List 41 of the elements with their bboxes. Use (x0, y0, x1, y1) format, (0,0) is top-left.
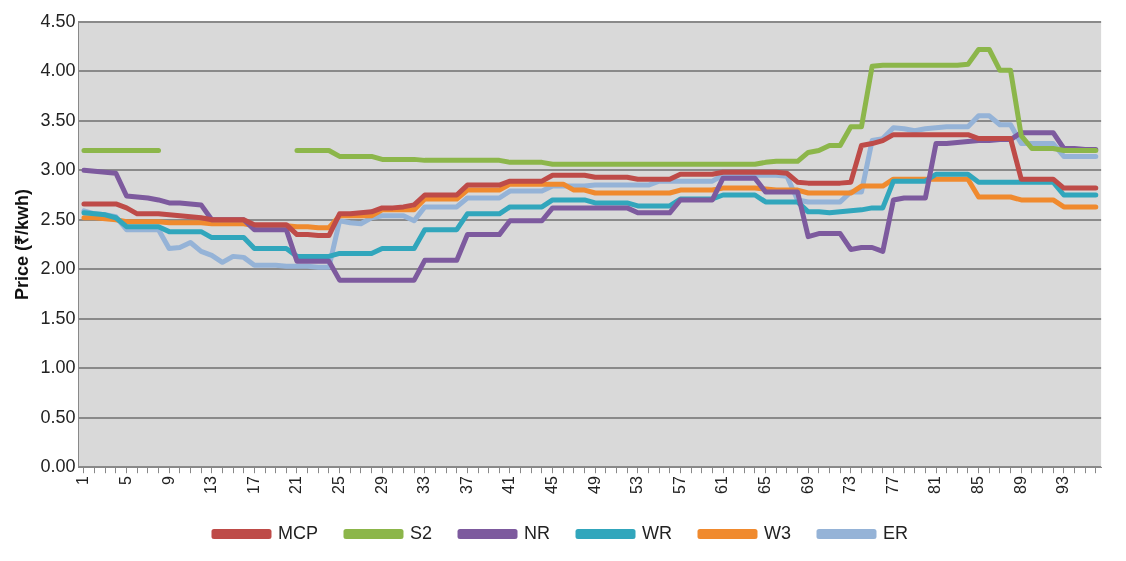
legend-label: NR (524, 522, 551, 543)
x-tick-label: 89 (1011, 476, 1029, 494)
y-tick-label: 2.50 (40, 208, 76, 229)
x-tick-label: 61 (713, 476, 731, 494)
x-tick-label: 57 (670, 476, 688, 494)
x-tick-label: 33 (415, 476, 433, 494)
legend-label: W3 (764, 522, 791, 543)
x-tick-label: 65 (756, 476, 774, 494)
x-tick-label: 17 (244, 476, 262, 494)
y-tick-label: 1.00 (40, 357, 76, 378)
x-tick-label: 25 (329, 476, 347, 494)
x-tick-label: 13 (202, 476, 220, 494)
legend-label: WR (642, 522, 673, 543)
y-tick-label: 4.50 (40, 10, 76, 31)
x-tick-label: 9 (159, 476, 177, 486)
y-tick-label: 4.00 (40, 60, 76, 81)
y-tick-label: 0.00 (40, 456, 76, 477)
x-tick-label: 37 (457, 476, 475, 494)
x-tick-label: 41 (500, 476, 518, 494)
y-tick-label: 0.50 (40, 406, 76, 427)
y-tick-label: 2.00 (40, 258, 76, 279)
x-tick-label: 81 (926, 476, 944, 494)
x-tick-label: 73 (841, 476, 859, 494)
y-tick-label: 1.50 (40, 307, 76, 328)
legend-label: S2 (410, 522, 433, 543)
x-tick-label: 49 (585, 476, 603, 494)
x-tick-label: 53 (628, 476, 646, 494)
legend-label: ER (883, 522, 909, 543)
x-tick-label: 29 (372, 476, 390, 494)
y-tick-label: 3.00 (40, 159, 76, 180)
x-tick-label: 85 (969, 476, 987, 494)
x-tick-label: 45 (543, 476, 560, 494)
x-tick-label: 77 (883, 476, 901, 494)
x-tick-label: 21 (287, 476, 305, 494)
y-tick-label: 3.50 (40, 109, 76, 130)
x-tick-label: 69 (798, 476, 816, 494)
legend-label: MCP (278, 522, 318, 543)
x-tick-label: 1 (74, 476, 92, 486)
y-axis-title: Price (₹/kwh) (11, 188, 32, 301)
x-tick-label: 5 (116, 476, 134, 486)
x-tick-label: 93 (1054, 476, 1072, 494)
